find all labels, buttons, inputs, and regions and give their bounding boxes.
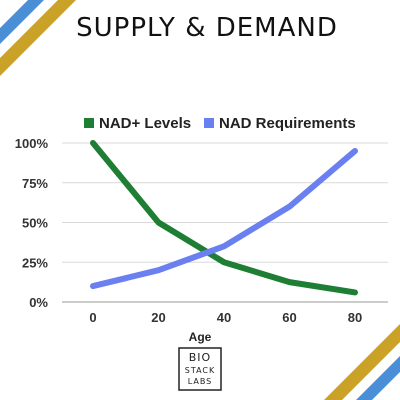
y-tick-label: 100% [15, 136, 49, 151]
stripe-gold-bottom-right [324, 324, 400, 400]
stripe-blue-top-left [0, 0, 44, 44]
data-point [92, 142, 94, 144]
data-point [354, 291, 356, 293]
x-tick-label: 40 [217, 310, 231, 325]
logo-line-1: BIO [189, 351, 211, 364]
legend: NAD+ Levels NAD Requirements [84, 115, 356, 132]
legend-swatch-nad-requirements [204, 118, 214, 128]
x-tick-label: 0 [89, 310, 96, 325]
logo-line-2: STACK [185, 366, 216, 375]
stripe-gold-top-left [0, 0, 76, 76]
y-tick-label: 50% [22, 216, 48, 231]
y-axis-ticks: 0% 25% 50% 75% 100% [15, 136, 49, 310]
legend-label-nad-levels: NAD+ Levels [99, 115, 191, 132]
series-line-nad-requirements [90, 147, 358, 290]
stripe-blue-bottom-right [356, 356, 400, 400]
data-point [289, 281, 290, 283]
legend-label-nad-requirements: NAD Requirements [219, 115, 356, 132]
bio-stack-labs-logo: BIO STACK LABS [178, 347, 222, 391]
chart-title: SUPPLY & DEMAND [76, 13, 338, 43]
data-point [354, 150, 356, 152]
y-tick-label: 75% [22, 176, 48, 191]
x-tick-label: 80 [348, 310, 362, 325]
gridlines [62, 142, 388, 303]
logo-border [178, 347, 222, 391]
y-tick-label: 25% [22, 255, 48, 270]
data-point [158, 269, 159, 271]
data-point [158, 222, 159, 223]
data-point [223, 245, 225, 247]
x-tick-label: 20 [151, 310, 165, 325]
logo-line-3: LABS [188, 377, 213, 386]
y-tick-label: 0% [29, 295, 48, 310]
corner-stripes-bottom-right [324, 324, 400, 400]
corner-stripes-top-left [0, 0, 76, 76]
data-point [289, 206, 290, 208]
data-point [223, 261, 225, 263]
x-axis-title: Age [189, 330, 212, 344]
series-lines [90, 140, 358, 296]
legend-swatch-nad-levels [84, 118, 94, 128]
x-axis-ticks: 0 20 40 60 80 [89, 310, 362, 325]
data-point [92, 285, 94, 287]
x-tick-label: 60 [282, 310, 296, 325]
series-line-nad-levels [90, 140, 358, 296]
